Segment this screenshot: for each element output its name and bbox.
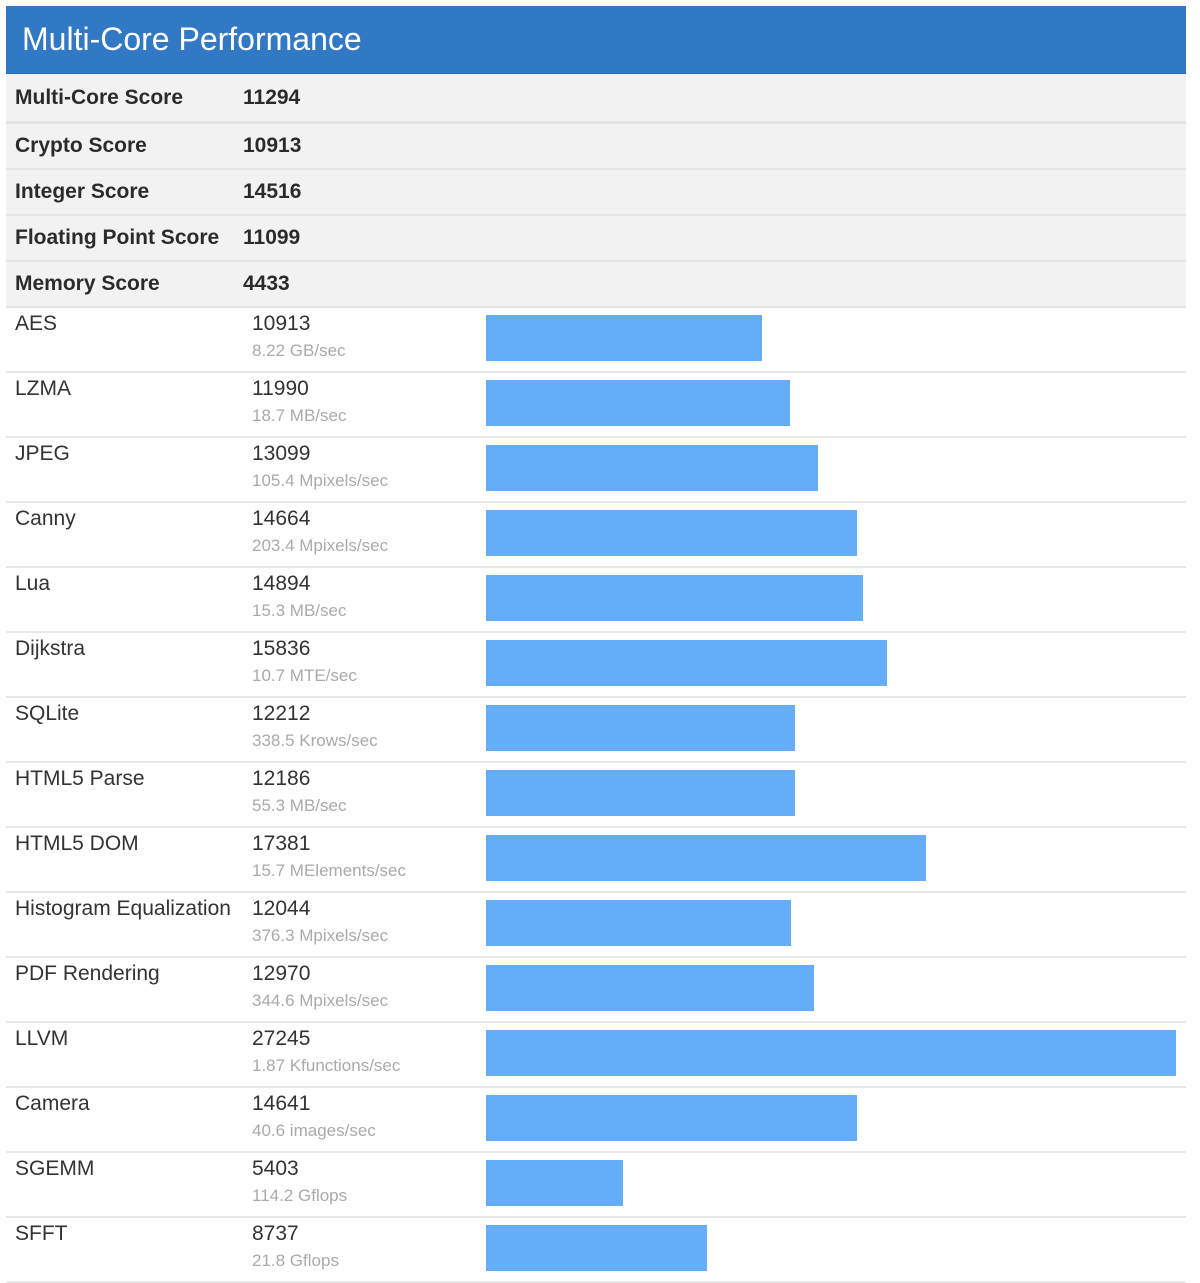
benchmark-list: AES 10913 8.22 GB/sec LZMA 11990 18.7 MB/sec J… <box>6 308 1186 1283</box>
benchmark-score: 12044 <box>252 897 311 920</box>
benchmark-row: Lua 14894 15.3 MB/sec <box>6 568 1186 633</box>
benchmark-rate: 55.3 MB/sec <box>252 796 347 815</box>
benchmark-row: HTML5 Parse 12186 55.3 MB/sec <box>6 763 1186 828</box>
summary-value: 4433 <box>243 272 290 295</box>
summary-row-memory: Memory Score 4433 <box>6 262 1186 308</box>
benchmark-score: 27245 <box>252 1027 311 1050</box>
benchmark-row: Histogram Equalization 12044 376.3 Mpixels… <box>6 893 1186 958</box>
benchmark-bar <box>486 1030 1176 1076</box>
benchmark-name: Camera <box>15 1092 90 1115</box>
benchmark-score: 8737 <box>252 1222 299 1245</box>
benchmark-score: 10913 <box>252 312 311 335</box>
benchmark-row: SGEMM 5403 114.2 Gflops <box>6 1153 1186 1218</box>
benchmark-bar <box>486 315 762 361</box>
benchmark-bar <box>486 1095 857 1141</box>
benchmark-name: PDF Rendering <box>15 962 160 985</box>
benchmark-name: AES <box>15 312 58 335</box>
benchmark-name: Canny <box>15 507 76 530</box>
panel-header: Multi-Core Performance <box>6 6 1186 74</box>
benchmark-bar <box>486 770 795 816</box>
summary-label: Crypto Score <box>15 134 147 157</box>
benchmark-bar <box>486 575 863 621</box>
benchmark-bar <box>486 1225 707 1271</box>
benchmark-bar <box>486 835 926 881</box>
benchmark-rate: 114.2 Gflops <box>252 1186 348 1205</box>
benchmark-rate: 21.8 Gflops <box>252 1251 339 1270</box>
benchmark-score: 5403 <box>252 1157 299 1180</box>
benchmark-rate: 15.3 MB/sec <box>252 601 347 620</box>
summary-value: 14516 <box>243 180 302 203</box>
benchmark-row: AES 10913 8.22 GB/sec <box>6 308 1186 373</box>
benchmark-rate: 15.7 MElements/sec <box>252 861 407 880</box>
summary-row-crypto: Crypto Score 10913 <box>6 124 1186 170</box>
summary-label: Floating Point Score <box>15 226 220 249</box>
summary-value: 10913 <box>243 134 302 157</box>
summary-value: 11294 <box>243 85 301 109</box>
benchmark-score: 12186 <box>252 767 311 790</box>
benchmark-bar <box>486 900 791 946</box>
benchmark-name: Dijkstra <box>15 637 86 660</box>
benchmark-rate: 338.5 Krows/sec <box>252 731 378 750</box>
benchmark-name: SQLite <box>15 702 80 725</box>
benchmark-bar <box>486 445 818 491</box>
benchmark-score: 15836 <box>252 637 311 660</box>
benchmark-rate: 40.6 images/sec <box>252 1121 376 1140</box>
benchmark-name: HTML5 DOM <box>15 832 139 855</box>
summary-label: Multi-Core Score <box>15 85 184 109</box>
benchmark-rate: 203.4 Mpixels/sec <box>252 536 389 555</box>
benchmark-score: 12212 <box>252 702 311 725</box>
benchmark-row: PDF Rendering 12970 344.6 Mpixels/sec <box>6 958 1186 1023</box>
benchmark-bar <box>486 380 790 426</box>
benchmark-rate: 10.7 MTE/sec <box>252 666 357 685</box>
summary-label: Integer Score <box>15 180 150 203</box>
summary-label: Memory Score <box>15 272 160 295</box>
benchmark-name: JPEG <box>15 442 70 465</box>
benchmark-row: JPEG 13099 105.4 Mpixels/sec <box>6 438 1186 503</box>
benchmark-score: 14664 <box>252 507 311 530</box>
benchmark-rate: 105.4 Mpixels/sec <box>252 471 389 490</box>
benchmark-row: LLVM 27245 1.87 Kfunctions/sec <box>6 1023 1186 1088</box>
summary-value: 11099 <box>243 226 301 249</box>
summary-row-integer: Integer Score 14516 <box>6 170 1186 216</box>
benchmark-score: 17381 <box>252 832 311 855</box>
benchmark-name: Histogram Equalization <box>15 897 231 920</box>
panel-title: Multi-Core Performance <box>22 21 362 57</box>
multi-core-panel: Multi-Core Performance Multi-Core Score … <box>6 6 1186 1283</box>
benchmark-row: Canny 14664 203.4 Mpixels/sec <box>6 503 1186 568</box>
summary-row-floating-point: Floating Point Score 11099 <box>6 216 1186 262</box>
benchmark-rate: 344.6 Mpixels/sec <box>252 991 389 1010</box>
benchmark-bar <box>486 1160 623 1206</box>
benchmark-score: 14641 <box>252 1092 311 1115</box>
benchmark-name: HTML5 Parse <box>15 767 145 790</box>
benchmark-score: 11990 <box>252 377 309 400</box>
summary-row-multi-core: Multi-Core Score 11294 <box>6 74 1186 124</box>
benchmark-name: LZMA <box>15 377 72 400</box>
benchmark-row: HTML5 DOM 17381 15.7 MElements/sec <box>6 828 1186 893</box>
benchmark-row: Dijkstra 15836 10.7 MTE/sec <box>6 633 1186 698</box>
benchmark-name: LLVM <box>15 1027 69 1050</box>
benchmark-bar <box>486 510 857 556</box>
benchmark-rate: 376.3 Mpixels/sec <box>252 926 389 945</box>
benchmark-row: SFFT 8737 21.8 Gflops <box>6 1218 1186 1283</box>
benchmark-name: Lua <box>15 572 51 595</box>
benchmark-row: SQLite 12212 338.5 Krows/sec <box>6 698 1186 763</box>
benchmark-bar <box>486 965 814 1011</box>
benchmark-rate: 18.7 MB/sec <box>252 406 347 425</box>
benchmark-name: SFFT <box>15 1222 68 1245</box>
benchmark-name: SGEMM <box>15 1157 95 1180</box>
benchmark-row: LZMA 11990 18.7 MB/sec <box>6 373 1186 438</box>
benchmark-rate: 1.87 Kfunctions/sec <box>252 1056 401 1075</box>
benchmark-bar <box>486 640 887 686</box>
benchmark-score: 12970 <box>252 962 311 985</box>
benchmark-rate: 8.22 GB/sec <box>252 341 346 360</box>
benchmark-bar <box>486 705 795 751</box>
benchmark-row: Camera 14641 40.6 images/sec <box>6 1088 1186 1153</box>
benchmark-score: 14894 <box>252 572 311 595</box>
benchmark-score: 13099 <box>252 442 311 465</box>
